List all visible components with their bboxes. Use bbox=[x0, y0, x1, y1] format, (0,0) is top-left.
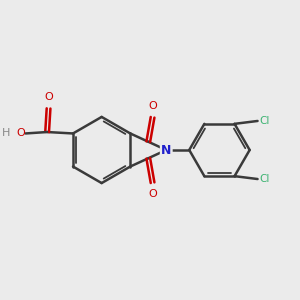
Text: H: H bbox=[2, 128, 10, 138]
Text: O: O bbox=[44, 92, 53, 102]
Text: O: O bbox=[148, 189, 157, 199]
Text: Cl: Cl bbox=[259, 116, 269, 126]
Text: O: O bbox=[148, 101, 157, 111]
Text: N: N bbox=[161, 143, 171, 157]
Text: Cl: Cl bbox=[259, 174, 269, 184]
Text: O: O bbox=[16, 128, 25, 139]
